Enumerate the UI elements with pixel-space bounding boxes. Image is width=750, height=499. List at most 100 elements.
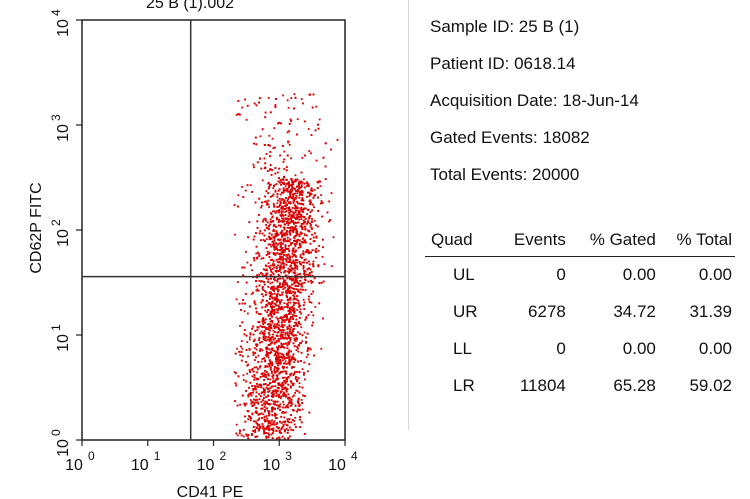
event-point [273, 236, 275, 239]
event-point [265, 200, 267, 203]
event-point [257, 401, 259, 404]
event-point [260, 360, 263, 363]
event-point [275, 258, 278, 261]
event-point [241, 340, 243, 342]
event-point [275, 357, 277, 360]
event-point [269, 293, 272, 296]
event-point [272, 273, 275, 275]
event-point [260, 384, 263, 387]
event-point [296, 230, 298, 233]
event-point [269, 196, 272, 198]
event-point [308, 301, 311, 303]
event-point [301, 386, 304, 389]
event-point [290, 398, 293, 401]
event-point [272, 393, 275, 396]
event-point [310, 279, 312, 282]
event-point [273, 368, 276, 371]
event-point [283, 324, 286, 327]
event-point [284, 360, 287, 363]
event-point [293, 281, 296, 284]
event-point [276, 233, 279, 235]
event-point [308, 200, 311, 203]
event-point [265, 247, 268, 249]
event-point [268, 344, 271, 346]
event-point [272, 373, 275, 376]
event-point [276, 122, 279, 125]
event-point [285, 423, 288, 426]
event-point [299, 426, 301, 428]
event-point [278, 426, 280, 429]
event-point [245, 281, 248, 284]
event-point [280, 251, 283, 254]
event-point [305, 340, 307, 343]
event-point [248, 338, 251, 341]
event-point [282, 179, 285, 181]
event-point [305, 317, 308, 319]
quad-cell: UR [453, 302, 478, 321]
event-point [312, 93, 315, 96]
event-point [280, 241, 282, 244]
event-point [265, 224, 267, 226]
event-point [298, 187, 300, 190]
event-point [292, 216, 295, 219]
event-point [277, 326, 280, 329]
event-point [294, 292, 296, 295]
event-point [278, 274, 281, 277]
event-point [282, 288, 285, 290]
event-point [289, 385, 292, 388]
event-point [300, 342, 302, 344]
event-point [273, 407, 276, 410]
event-point [277, 293, 279, 295]
event-point [293, 180, 296, 183]
event-point [270, 371, 273, 374]
event-point [237, 281, 239, 283]
event-point [283, 228, 286, 231]
event-point [281, 217, 283, 220]
event-point [272, 252, 275, 254]
event-point [269, 151, 272, 153]
event-point [312, 290, 315, 293]
event-point [236, 404, 239, 407]
event-point [276, 206, 279, 208]
event-point [283, 250, 286, 253]
event-point [296, 133, 298, 136]
event-point [271, 423, 274, 426]
event-point [265, 355, 268, 358]
event-point [263, 281, 265, 283]
event-point [255, 104, 258, 107]
quad-cell: LR [453, 376, 475, 395]
event-point [273, 246, 276, 248]
event-point [308, 295, 310, 298]
event-point [265, 153, 268, 155]
event-point [274, 337, 276, 340]
event-point [258, 398, 261, 401]
event-point [280, 342, 283, 345]
event-point [258, 428, 261, 430]
event-point [271, 271, 274, 274]
event-point [276, 318, 279, 320]
event-point [271, 341, 274, 344]
event-point [308, 195, 311, 197]
event-point [288, 309, 291, 311]
event-point [257, 251, 259, 254]
event-point [285, 319, 288, 321]
event-point [264, 389, 266, 392]
event-point [237, 100, 240, 102]
event-point [282, 393, 285, 396]
event-point [291, 279, 294, 282]
event-point [267, 314, 270, 317]
event-point [272, 220, 275, 222]
event-point [275, 293, 278, 296]
event-point [318, 282, 321, 284]
event-point [282, 353, 285, 356]
event-point [308, 267, 310, 270]
event-point [263, 332, 266, 335]
event-point [267, 228, 270, 231]
event-point [286, 406, 289, 408]
event-point [290, 292, 293, 294]
event-point [285, 169, 288, 172]
event-point [276, 279, 279, 282]
event-point [303, 233, 306, 236]
